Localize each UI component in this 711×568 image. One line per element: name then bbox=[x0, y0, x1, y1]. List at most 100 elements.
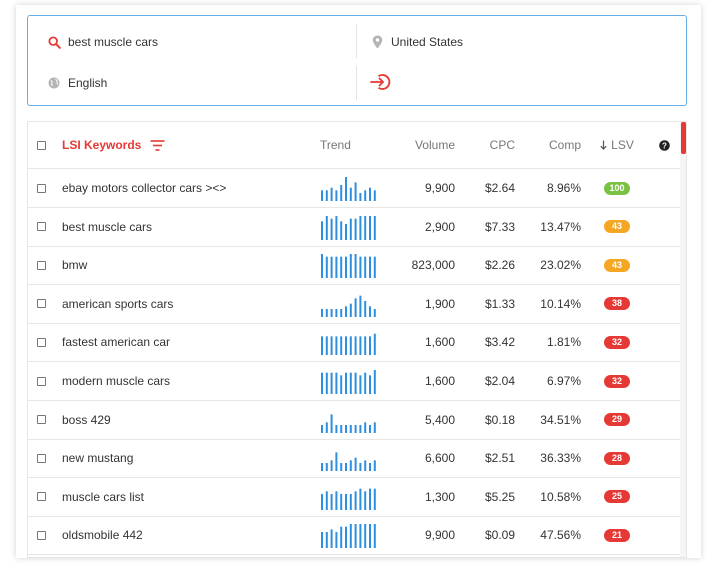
lsv-badge: 43 bbox=[604, 258, 630, 272]
trend-bar bbox=[373, 524, 376, 549]
row-checkbox[interactable] bbox=[37, 208, 49, 246]
lsv-cell: 43 bbox=[596, 208, 638, 246]
lsv-cell: 38 bbox=[596, 285, 638, 323]
trend-bar bbox=[321, 424, 323, 433]
trend-bar bbox=[335, 532, 338, 549]
cpc-cell: $1.33 bbox=[484, 296, 515, 311]
trend-bar bbox=[349, 460, 352, 472]
volume-cell: 2,900 bbox=[424, 219, 455, 234]
table-row[interactable]: best muscle cars 2,900 $7.33 13.47% 43 bbox=[28, 208, 682, 247]
lsi-keywords-label: LSI Keywords bbox=[62, 138, 142, 152]
trend-bar bbox=[345, 256, 347, 279]
lsv-badge: 100 bbox=[604, 181, 630, 195]
keyword-cell[interactable]: fastest american car bbox=[62, 335, 171, 350]
trend-bar bbox=[359, 193, 362, 201]
scrollbar[interactable] bbox=[680, 122, 686, 557]
trend-bar bbox=[349, 336, 352, 356]
comp-cell: 36.33% bbox=[540, 451, 581, 466]
table-row[interactable]: american sports cars 1,900 $1.33 10.14% 38 bbox=[28, 285, 682, 324]
trend-bar bbox=[345, 306, 347, 317]
keyword-cell[interactable]: bmw bbox=[62, 258, 88, 273]
table-row[interactable]: ebay motors collector cars ><> 9,900 $2.64… bbox=[28, 169, 682, 208]
comp-header[interactable]: Comp bbox=[548, 138, 581, 152]
keyword-cell[interactable]: muscle cars list bbox=[62, 489, 145, 504]
question-circle-icon[interactable]: ? bbox=[654, 122, 674, 168]
select-all-checkbox[interactable] bbox=[37, 122, 49, 168]
trend-bar bbox=[340, 336, 343, 356]
table-row[interactable]: new mustang 6,600 $2.51 36.33% 28 bbox=[28, 439, 682, 479]
lsi-keywords-header[interactable]: LSI Keywords bbox=[62, 122, 302, 168]
trend-bar bbox=[325, 215, 328, 240]
trend-bar bbox=[340, 463, 343, 472]
trend-bar bbox=[340, 493, 343, 510]
comp-cell: 10.58% bbox=[540, 489, 581, 504]
table-row[interactable]: fastest american car 1,600 $3.42 1.81% 32 bbox=[28, 323, 682, 363]
lsv-badge: 25 bbox=[604, 490, 630, 504]
trend-bar bbox=[330, 308, 333, 317]
trend-bar bbox=[330, 372, 333, 394]
trend-bar bbox=[354, 491, 357, 510]
keyword-search-field[interactable]: best muscle cars bbox=[46, 33, 158, 51]
trend-bar bbox=[359, 375, 362, 394]
keyword-cell[interactable]: oldsmobile 442 bbox=[62, 528, 143, 543]
row-checkbox[interactable] bbox=[37, 478, 49, 516]
table-row[interactable]: muscle cars list 1,300 $5.25 10.58% 25 bbox=[28, 478, 682, 517]
trend-bar bbox=[364, 215, 367, 240]
keyword-cell[interactable]: modern muscle cars bbox=[62, 374, 171, 388]
row-checkbox[interactable] bbox=[37, 516, 49, 554]
trend-bar bbox=[335, 336, 338, 356]
table-row[interactable]: oldsmobile 442 9,900 $0.09 47.56% 21 bbox=[28, 516, 682, 556]
table-row[interactable]: modern muscle cars 1,600 $2.04 6.97% 32 bbox=[28, 362, 682, 401]
cpc-header[interactable]: CPC bbox=[489, 138, 515, 152]
trend-bar bbox=[330, 256, 333, 279]
trend-bar bbox=[373, 334, 376, 356]
row-checkbox[interactable] bbox=[37, 285, 49, 323]
language-select[interactable]: English bbox=[46, 74, 107, 92]
row-checkbox[interactable] bbox=[37, 323, 49, 361]
globe-icon bbox=[46, 75, 62, 91]
row-checkbox[interactable] bbox=[37, 401, 49, 439]
trend-bar bbox=[349, 218, 352, 240]
divider bbox=[356, 66, 357, 100]
lsv-badge: 29 bbox=[604, 413, 630, 427]
trend-bar bbox=[345, 223, 347, 240]
trend-bar bbox=[325, 532, 328, 549]
lsv-badge: 21 bbox=[604, 528, 630, 542]
table-row[interactable]: boss 429 5,400 $0.18 34.51% 29 bbox=[28, 401, 682, 440]
trend-bar bbox=[345, 493, 347, 510]
trend-bar bbox=[340, 375, 343, 394]
trend-bar bbox=[359, 488, 362, 510]
trend-bar bbox=[345, 424, 347, 433]
keyword-cell[interactable]: american sports cars bbox=[62, 296, 174, 311]
trend-sparkline bbox=[320, 516, 380, 554]
trend-bar bbox=[369, 256, 371, 279]
keyword-cell[interactable]: boss 429 bbox=[62, 412, 111, 427]
trend-bar bbox=[373, 256, 376, 279]
volume-cell: 5,400 bbox=[424, 412, 455, 427]
location-select[interactable]: United States bbox=[369, 33, 463, 51]
row-checkbox[interactable] bbox=[37, 362, 49, 400]
search-submit-button[interactable] bbox=[370, 72, 392, 94]
lsv-cell: 32 bbox=[596, 362, 638, 400]
trend-sparkline bbox=[320, 439, 380, 477]
keywords-table: LSI Keywords Trend Volume CPC Comp LSV ?… bbox=[27, 121, 687, 558]
volume-header[interactable]: Volume bbox=[414, 138, 455, 152]
trend-header[interactable]: Trend bbox=[320, 138, 351, 152]
row-checkbox[interactable] bbox=[37, 169, 49, 207]
scrollbar-thumb[interactable] bbox=[681, 122, 686, 154]
trend-bar bbox=[330, 218, 333, 240]
row-checkbox[interactable] bbox=[37, 439, 49, 477]
trend-bar bbox=[373, 460, 376, 472]
lsv-badge: 32 bbox=[604, 374, 630, 388]
keyword-cell[interactable]: ebay motors collector cars ><> bbox=[62, 181, 227, 195]
trend-bar bbox=[369, 187, 371, 201]
lsv-header[interactable]: LSV bbox=[596, 122, 638, 168]
keyword-cell[interactable]: new mustang bbox=[62, 451, 134, 466]
table-row[interactable]: bmw 823,000 $2.26 23.02% 43 bbox=[28, 246, 682, 286]
trend-bar bbox=[373, 370, 376, 394]
trend-bar bbox=[364, 460, 367, 472]
filter-lines-icon[interactable] bbox=[150, 139, 165, 151]
volume-cell: 1,600 bbox=[424, 374, 455, 388]
row-checkbox[interactable] bbox=[37, 246, 49, 284]
keyword-cell[interactable]: best muscle cars bbox=[62, 219, 153, 234]
